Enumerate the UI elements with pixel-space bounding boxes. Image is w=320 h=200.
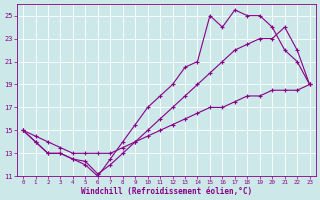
X-axis label: Windchill (Refroidissement éolien,°C): Windchill (Refroidissement éolien,°C) bbox=[81, 187, 252, 196]
